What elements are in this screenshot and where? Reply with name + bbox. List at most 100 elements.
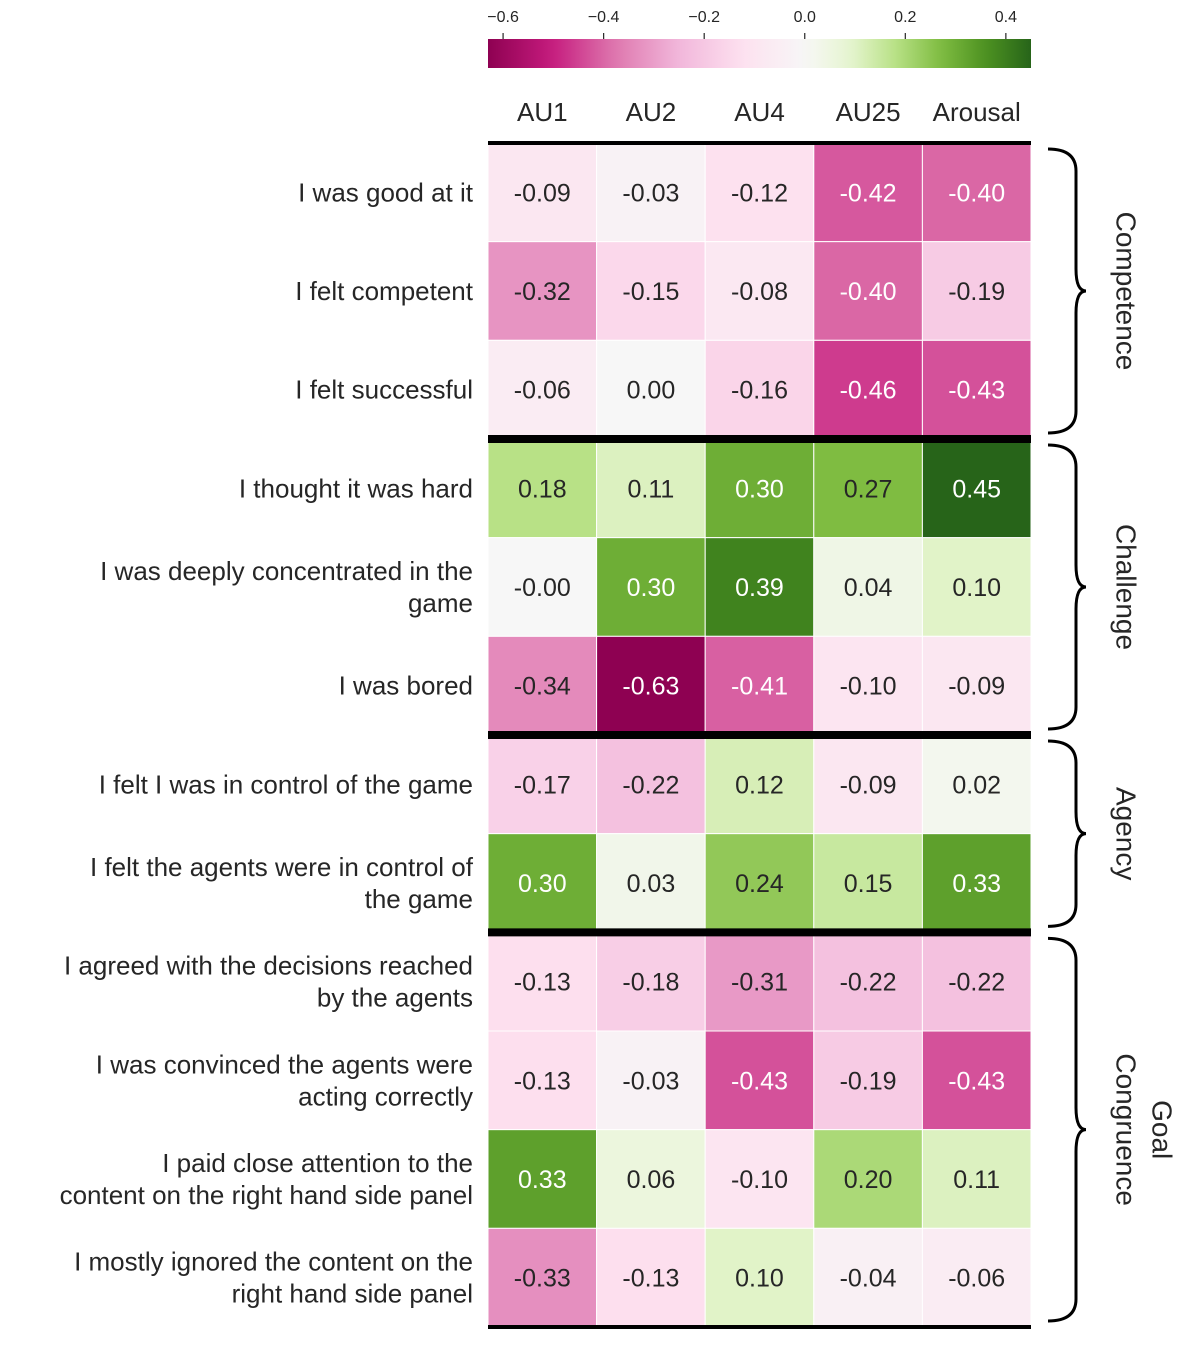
row-label: I paid close attention to the (162, 1148, 473, 1178)
cell-value-label: 0.00 (627, 377, 676, 405)
heatmap-cell (596, 1030, 706, 1131)
column-header: AU2 (626, 97, 677, 127)
heatmap-cell (487, 734, 598, 835)
row-label: I felt the agents were in control of (90, 852, 474, 882)
heatmap-cell (596, 635, 706, 736)
cell-value-label: -0.32 (514, 278, 571, 306)
colorbar: −0.6 −0.4 −0.2 0.0 0.2 0.4 (487, 9, 1031, 68)
heatmap-cell (813, 734, 923, 835)
row-label: I was deeply concentrated in the (100, 556, 473, 586)
group-label: Competence (1111, 212, 1142, 371)
row-label: I felt I was in control of the game (99, 769, 473, 799)
heatmap-cell (813, 142, 923, 243)
cell-value-label: 0.33 (518, 1166, 567, 1194)
group-separators (488, 141, 1031, 1329)
group-label: Goal (1147, 1100, 1178, 1159)
cell-value-label: -0.40 (948, 179, 1005, 207)
heatmap-cell (487, 1129, 598, 1229)
cell-value-label: -0.10 (731, 1166, 788, 1194)
heatmap-cell (813, 1227, 923, 1328)
heatmap-cell (487, 931, 598, 1032)
cell-value-label: -0.19 (840, 1067, 897, 1095)
row-label: game (408, 588, 473, 618)
heatmap-cell (596, 438, 706, 539)
colorbar-tick-label: −0.2 (688, 9, 720, 26)
heatmap-cell (596, 537, 706, 637)
heatmap-cell (596, 734, 706, 835)
heatmap-cell (487, 635, 598, 736)
cell-value-label: -0.22 (948, 969, 1005, 997)
row-label: I felt successful (295, 375, 473, 405)
colorbar-tick-label: −0.4 (588, 9, 620, 26)
heatmap-cell (704, 734, 815, 835)
heatmap-cell (921, 1129, 1032, 1229)
cell-value-label: 0.30 (518, 870, 567, 898)
heatmap-cell (921, 635, 1032, 736)
cell-value-label: -0.22 (622, 771, 679, 799)
cell-value-label: -0.63 (622, 673, 679, 701)
cell-value-label: 0.03 (627, 870, 676, 898)
cell-value-label: 0.02 (952, 771, 1001, 799)
cell-value-label: -0.22 (840, 969, 897, 997)
cell-value-label: -0.00 (514, 574, 571, 602)
heatmap-cell (813, 1030, 923, 1131)
row-label: I thought it was hard (239, 473, 473, 503)
cell-value-label: -0.43 (948, 377, 1005, 405)
cell-value-label: 0.06 (627, 1166, 676, 1194)
heatmap-cell (921, 142, 1032, 243)
cell-value-label: 0.04 (844, 574, 893, 602)
row-label: by the agents (317, 983, 473, 1013)
heatmap-cell (704, 1227, 815, 1328)
group-label: Congruence (1111, 1053, 1142, 1206)
heatmap-cell (487, 833, 598, 933)
group-bracket (1047, 936, 1087, 1323)
cell-value-label: 0.15 (844, 870, 893, 898)
cell-value-label: -0.33 (514, 1265, 571, 1293)
row-labels: I was good at it I felt competent I felt s… (60, 177, 474, 1308)
cell-value-label: -0.09 (948, 673, 1005, 701)
cell-value-label: -0.06 (948, 1265, 1005, 1293)
cell-value-label: -0.16 (731, 377, 788, 405)
cell-value-label: -0.03 (622, 179, 679, 207)
cell-value-label: 0.11 (627, 475, 674, 503)
column-header: Arousal (933, 97, 1021, 127)
heatmap-cells: -0.09 -0.03 -0.12 -0.42 -0.40 -0.32 -0.15 -0.08… (487, 142, 1032, 1328)
group-label: Challenge (1111, 524, 1142, 650)
heatmap-cell (487, 1227, 598, 1328)
column-headers: AU1 AU2 AU4 AU25 Arousal (517, 97, 1021, 127)
cell-value-label: -0.15 (622, 278, 679, 306)
cell-value-label: -0.18 (622, 969, 679, 997)
cell-value-label: -0.40 (840, 278, 897, 306)
cell-value-label: -0.43 (948, 1067, 1005, 1095)
column-header: AU1 (517, 97, 568, 127)
cell-value-label: -0.09 (514, 179, 571, 207)
row-label: I felt competent (295, 276, 474, 306)
cell-value-label: -0.42 (840, 179, 897, 207)
row-label: I agreed with the decisions reached (64, 951, 473, 981)
colorbar-tick-label: 0.2 (894, 9, 916, 26)
cell-value-label: -0.19 (948, 278, 1005, 306)
heatmap-cell (704, 438, 815, 539)
heatmap-cell (813, 339, 923, 440)
row-label: acting correctly (298, 1081, 473, 1111)
cell-value-label: -0.13 (514, 1067, 571, 1095)
group-label: Agency (1111, 787, 1142, 880)
row-label: I was good at it (298, 177, 474, 207)
cell-value-label: -0.12 (731, 179, 788, 207)
column-header: AU4 (734, 97, 785, 127)
colorbar-tick-label: 0.0 (794, 9, 816, 26)
heatmap-cell (596, 241, 706, 341)
row-label: content on the right hand side panel (60, 1180, 473, 1210)
cell-value-label: 0.39 (735, 574, 784, 602)
cell-value-label: -0.06 (514, 377, 571, 405)
heatmap-cell (704, 241, 815, 341)
heatmap-cell (921, 339, 1032, 440)
cell-value-label: -0.17 (514, 771, 571, 799)
heatmap-cell (921, 241, 1032, 341)
row-label: right hand side panel (232, 1279, 473, 1309)
cell-value-label: -0.08 (731, 278, 788, 306)
cell-value-label: 0.10 (952, 574, 1001, 602)
colorbar-tick-label: −0.6 (487, 9, 519, 26)
